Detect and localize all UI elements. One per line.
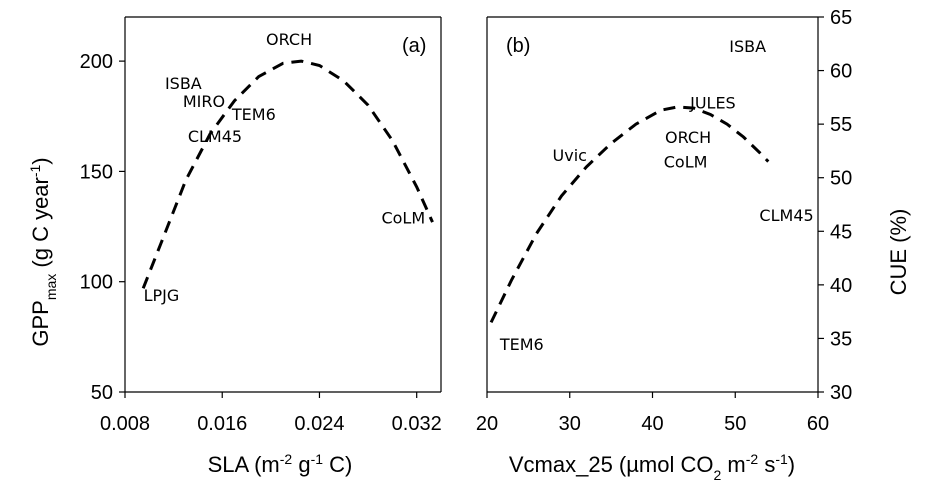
panel-a: (a) GPPmax (g C year-1) SLA (m-2 g-1 C) … [27, 16, 442, 477]
panel-b-x-axis-title: Vcmax_25 (µmol CO2 m-2 s-1) [509, 451, 795, 481]
b-fit-curve [489, 105, 770, 324]
b-point-label-isba: ISBA [729, 37, 766, 56]
panel-b-y-axis-title: CUE (%) [886, 209, 911, 296]
b-y-tick-label: 30 [830, 382, 852, 404]
a-point-label-orch: ORCH [266, 30, 312, 49]
a-point-label-miro: MIRO [183, 92, 225, 111]
a-point-label-lpjg: LPJG [144, 286, 180, 305]
b-point-label-uvic: Uvic [553, 146, 587, 165]
b-y-tick-label: 40 [830, 275, 852, 297]
b-x-tick-label: 20 [476, 413, 498, 435]
b-x-tick-label: 60 [807, 413, 829, 435]
panel-b: (b) CUE (%) Vcmax_25 (µmol CO2 m-2 s-1) … [476, 7, 911, 481]
a-x-tick-label: 0.008 [100, 413, 150, 435]
b-y-tick-label: 65 [830, 7, 852, 29]
b-y-tick-label: 45 [830, 221, 852, 243]
a-y-tick-label: 150 [80, 161, 113, 183]
b-point-label-tem6: TEM6 [499, 335, 544, 354]
panel-a-y-axis-title: GPPmax (g C year-1) [27, 157, 59, 346]
a-x-tick-label: 0.032 [392, 413, 442, 435]
b-y-tick-label: 50 [830, 168, 852, 190]
b-point-label-orch: ORCH [665, 128, 711, 147]
a-point-label-clm45: CLM45 [188, 127, 242, 146]
b-point-label-clm45: CLM45 [759, 206, 813, 225]
a-point-label-tem6: TEM6 [231, 105, 276, 124]
a-y-tick-label: 200 [80, 51, 113, 73]
a-x-tick-label: 0.016 [197, 413, 247, 435]
b-y-tick-label: 60 [830, 61, 852, 83]
panel-b-label: (b) [506, 35, 530, 57]
panel-a-label: (a) [402, 35, 426, 57]
a-x-tick-label: 0.024 [294, 413, 344, 435]
b-y-tick-label: 55 [830, 114, 852, 136]
b-point-label-colm: CoLM [664, 153, 708, 172]
a-y-tick-label: 50 [91, 382, 113, 404]
b-y-tick-label: 35 [830, 328, 852, 350]
b-x-tick-label: 50 [724, 413, 746, 435]
a-fit-curve [141, 59, 434, 289]
a-point-label-isba: ISBA [165, 74, 202, 93]
b-x-tick-label: 30 [559, 413, 581, 435]
b-x-tick-label: 40 [641, 413, 663, 435]
a-point-label-colm: CoLM [381, 209, 425, 228]
panel-a-x-axis-title: SLA (m-2 g-1 C) [208, 451, 353, 477]
b-point-label-jules: JULES [689, 94, 736, 113]
a-y-tick-label: 100 [80, 272, 113, 294]
